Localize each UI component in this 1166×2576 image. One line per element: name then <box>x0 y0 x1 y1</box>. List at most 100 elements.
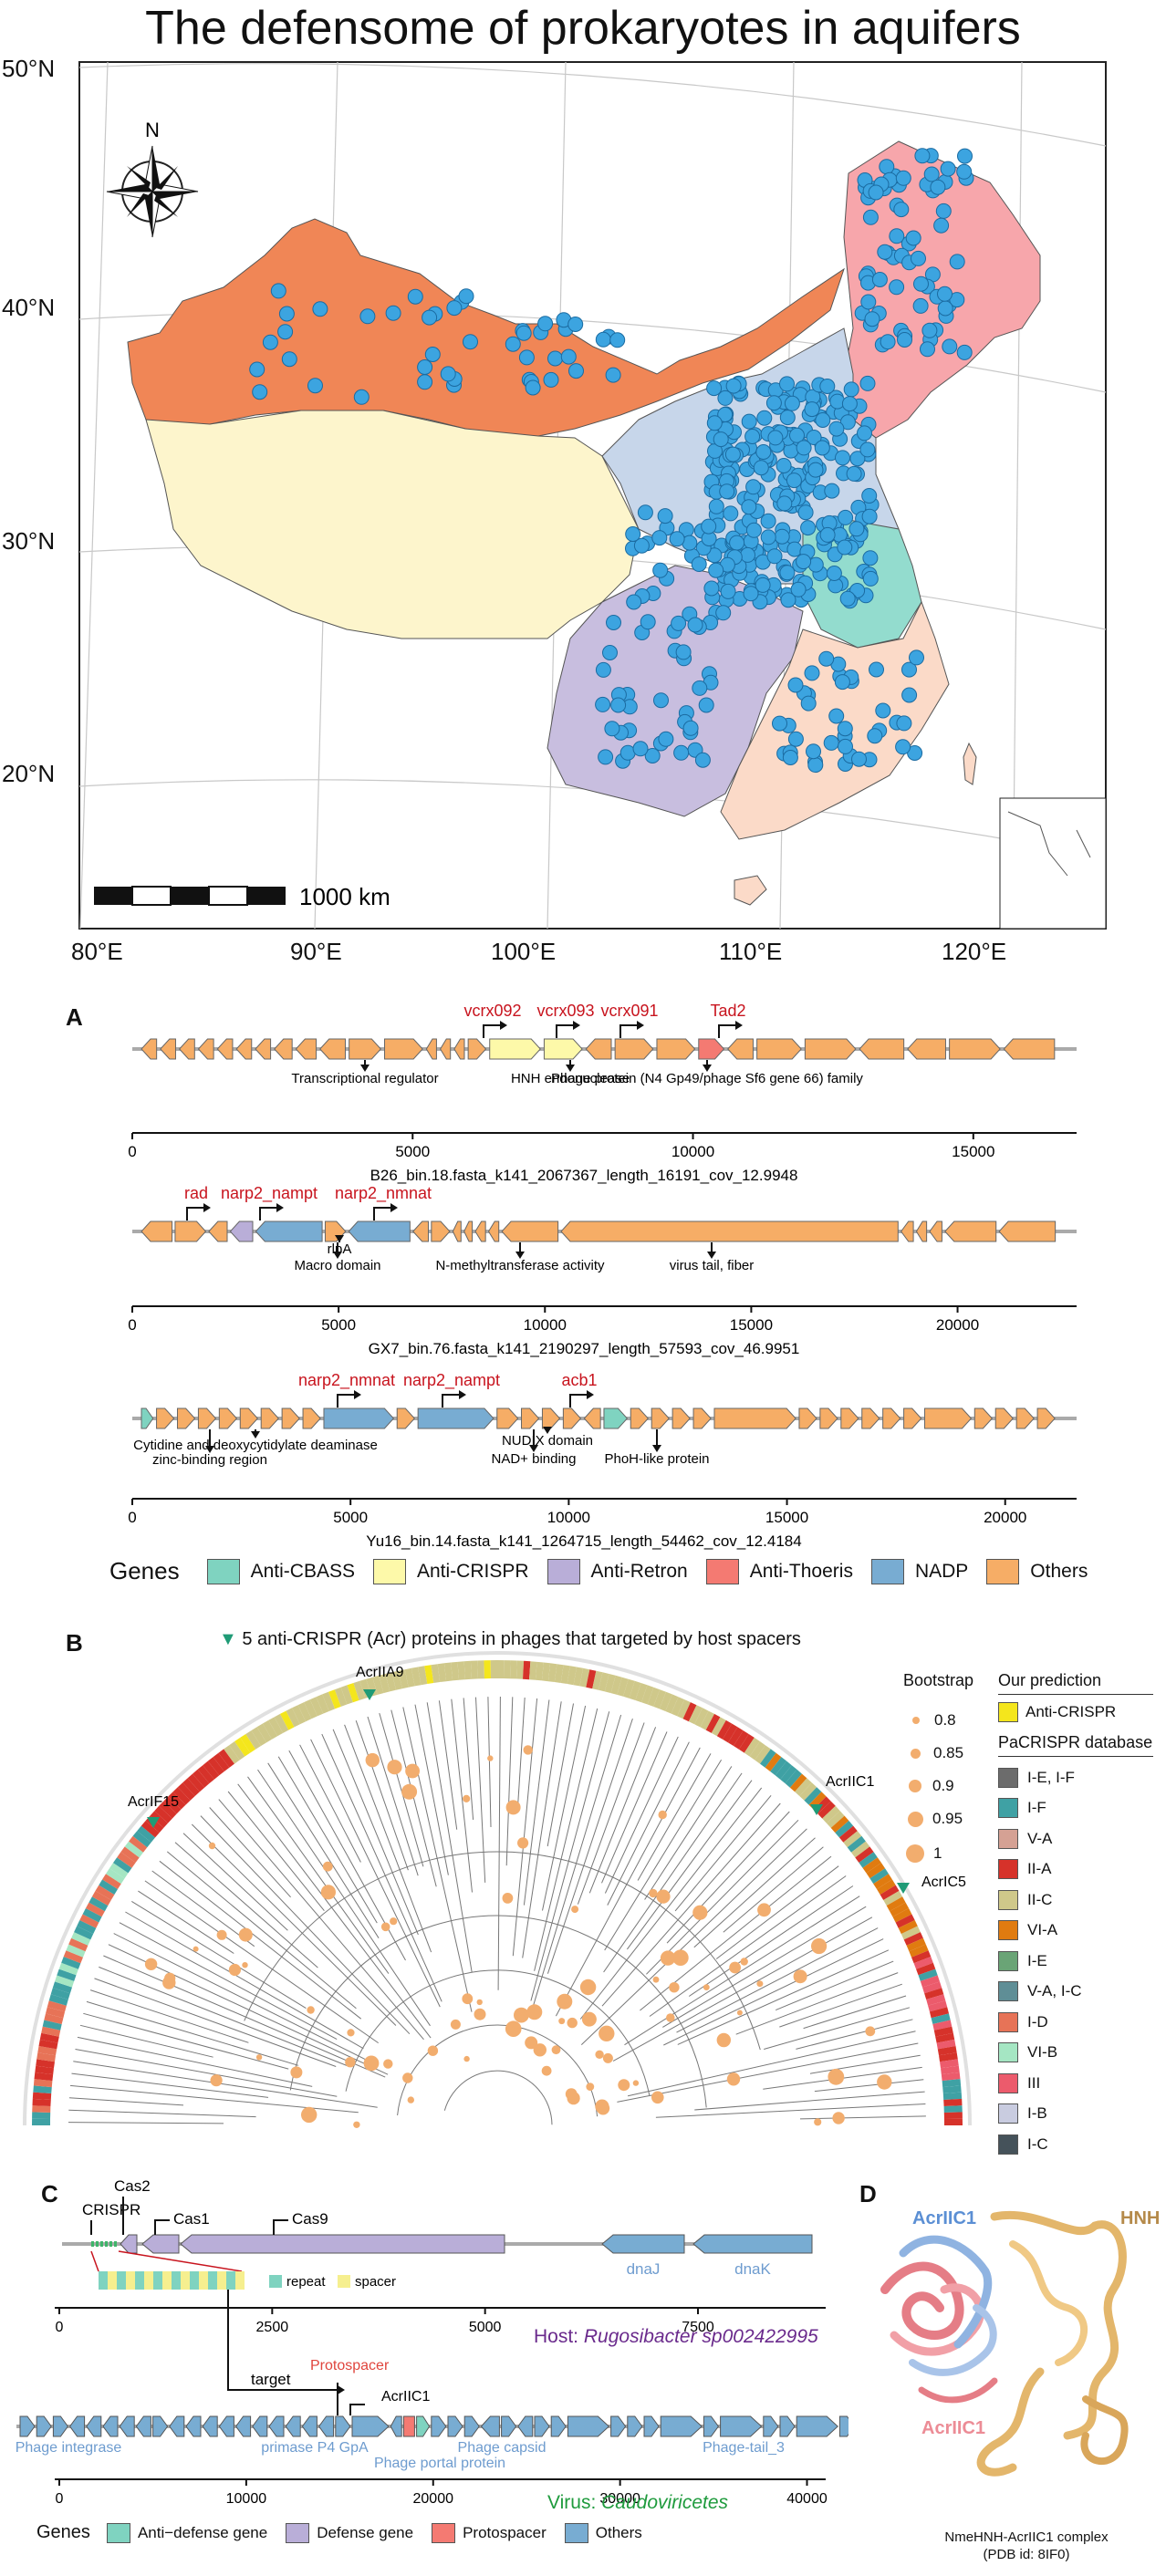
bootstrap-dot <box>736 2010 743 2016</box>
database-label: V-A <box>1027 1829 1053 1847</box>
axis-tick-label: 15000 <box>765 1509 808 1526</box>
site-marker <box>875 702 891 719</box>
ring-segment <box>36 2052 56 2062</box>
bootstrap-dot <box>476 1999 483 2006</box>
ring-segment <box>942 2085 962 2093</box>
site-marker <box>741 413 757 430</box>
bootstrap-dot <box>353 2121 360 2128</box>
site-marker <box>740 546 755 563</box>
gene-arrow <box>141 1407 154 1429</box>
ring-segment <box>71 1932 91 1946</box>
tss-arrow-head <box>459 1390 466 1399</box>
ring-segment <box>197 1765 214 1784</box>
site-marker <box>949 254 965 270</box>
virus-axis-tick-label: 30000 <box>599 2491 640 2507</box>
inset-cell <box>108 2271 117 2290</box>
gene-arrow <box>924 1407 973 1429</box>
tss-arrow <box>619 1024 637 1038</box>
ring-segment <box>936 2039 956 2050</box>
ring-segment <box>789 1773 807 1792</box>
tss-arrow <box>483 1024 500 1038</box>
ring-segment <box>177 1782 195 1801</box>
gene-arrow <box>763 2415 779 2437</box>
ring-segment <box>328 1689 341 1709</box>
site-marker <box>772 715 787 732</box>
axis-tick-label: 15000 <box>952 1143 994 1160</box>
inset-cell <box>99 2271 108 2290</box>
site-marker <box>745 479 762 495</box>
site-marker <box>914 148 931 164</box>
site-marker <box>877 244 893 260</box>
ring-segment <box>316 1694 329 1714</box>
gene-arrow <box>601 2234 685 2254</box>
site-marker <box>937 300 953 317</box>
ring-segment <box>187 1773 205 1792</box>
ring-segment <box>41 2026 61 2037</box>
gene-arrow <box>840 1407 859 1429</box>
gene-arrow <box>501 2415 517 2437</box>
bootstrap-dot <box>526 2004 543 2020</box>
bootstrap-dot <box>669 1982 680 1993</box>
ring-segment <box>592 1670 603 1690</box>
defense-gene-label: narp2_nampt <box>221 1184 318 1203</box>
legend-label: Defense gene <box>317 2523 414 2541</box>
ring-segment <box>411 1667 422 1687</box>
site-marker <box>717 390 734 406</box>
site-marker <box>911 250 926 266</box>
annotation-text: NAD+ binding <box>492 1451 577 1467</box>
gene-arrow <box>643 2415 660 2437</box>
site-marker <box>956 163 973 180</box>
panel-c-legend: Genes Anti−defense gene Defense gene Pro… <box>36 2522 642 2543</box>
ring-segment <box>218 1749 234 1768</box>
site-marker <box>859 441 876 458</box>
ring-segment <box>941 2072 961 2082</box>
site-marker <box>807 757 824 774</box>
ring-segment <box>33 2085 52 2093</box>
legend-label: Others <box>1030 1560 1088 1582</box>
gene-arrow <box>239 1407 259 1429</box>
gene-arrow <box>838 2415 848 2437</box>
site-marker <box>861 488 878 504</box>
site-marker <box>691 556 707 572</box>
site-marker <box>864 311 880 327</box>
site-marker <box>895 170 911 186</box>
gene-arrow <box>19 2415 36 2437</box>
bootstrap-item: 0.95 <box>908 1810 963 1828</box>
gene-arrow <box>630 1407 650 1429</box>
ring-segment <box>647 1687 661 1707</box>
site-marker <box>692 680 708 696</box>
gene-arrow <box>281 1407 300 1429</box>
ring-segment <box>61 1957 81 1969</box>
gene-arrow <box>141 2234 180 2254</box>
site-marker <box>385 305 401 321</box>
bootstrap-dot <box>832 2112 845 2124</box>
gene-arrow <box>692 1407 712 1429</box>
bootstrap-dot <box>290 2066 303 2079</box>
ring-segment <box>866 1863 886 1879</box>
site-marker <box>834 674 850 691</box>
host-gene-label: Cas1 <box>173 2210 210 2228</box>
ring-segment <box>129 1835 148 1853</box>
database-label: VI-B <box>1027 2043 1058 2062</box>
legend-swatch <box>286 2522 310 2543</box>
ring-segment <box>48 1994 68 2006</box>
site-marker <box>800 520 817 536</box>
database-label: I-E <box>1027 1951 1047 1969</box>
panel-d-letter: D <box>859 2180 877 2207</box>
site-marker <box>818 650 835 667</box>
site-marker <box>713 431 729 448</box>
axis-tick-label: 10000 <box>671 1143 714 1160</box>
ring-segment <box>39 2032 59 2043</box>
scale-bar <box>94 886 286 906</box>
tss-arrow-head <box>354 1390 361 1399</box>
ring-segment <box>251 1727 266 1746</box>
site-marker <box>741 499 757 515</box>
site-marker <box>278 306 295 322</box>
ring-segment <box>682 1702 697 1722</box>
site-marker <box>786 473 802 489</box>
site-marker <box>767 430 784 446</box>
gene-arrow <box>949 1038 1001 1060</box>
defense-gene-label: vcrx092 <box>463 1002 521 1020</box>
inset-cell <box>181 2271 190 2290</box>
site-marker <box>407 288 423 305</box>
